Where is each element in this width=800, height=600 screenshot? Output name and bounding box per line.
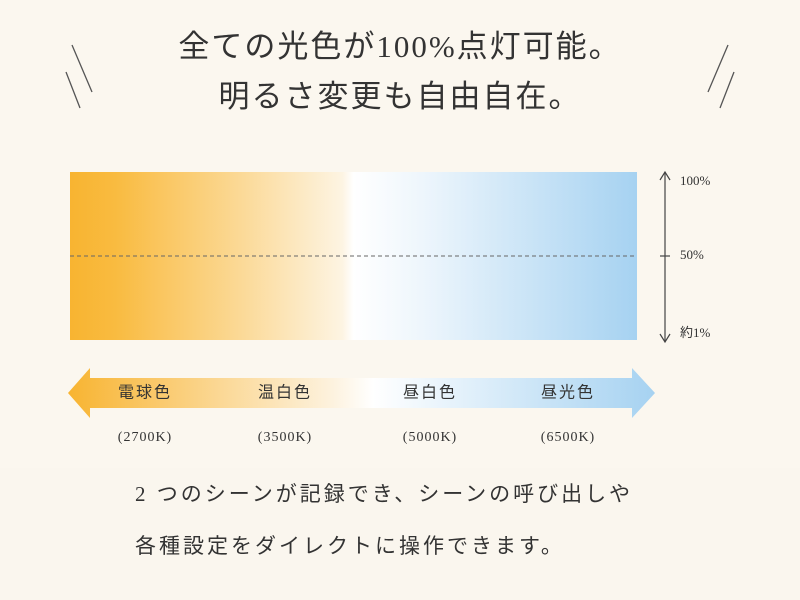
footer-panel: [0, 468, 800, 600]
scale-label: 100%: [680, 173, 711, 188]
mode-temperature: (3500K): [258, 430, 312, 445]
mode-name: 昼白色: [403, 384, 457, 402]
mode-temperature: (2700K): [118, 430, 172, 445]
decoration: [65, 44, 735, 109]
title-line: 明るさ変更も自由自在。: [219, 79, 582, 114]
mode-name: 昼光色: [541, 384, 595, 402]
scale-label: 50%: [680, 247, 704, 262]
mode-name: 電球色: [118, 384, 172, 402]
title-line: 全ての光色が100%点灯可能。: [178, 29, 621, 64]
mode-temperature: (6500K): [541, 430, 595, 445]
scale-label: 約1%: [680, 325, 711, 340]
footer-line: 各種設定をダイレクトに操作できます。: [135, 534, 565, 558]
mode-temperature: (5000K): [403, 430, 457, 445]
temperature-arrow: [68, 368, 655, 418]
footer-line: 2 つのシーンが記録でき、シーンの呼び出しや: [135, 482, 633, 506]
brightness-axis: [659, 170, 671, 344]
mode-name: 温白色: [258, 384, 312, 402]
